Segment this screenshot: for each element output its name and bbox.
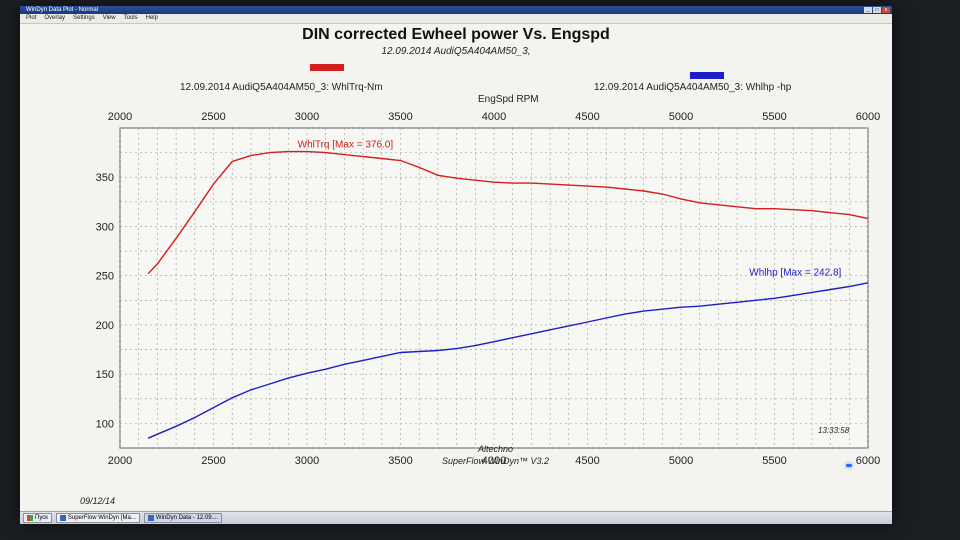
chart-title: DIN corrected Ewheel power Vs. Engspd bbox=[302, 26, 610, 43]
footer-software: SuperFlow WinDyn™ V3.2 bbox=[442, 456, 549, 466]
x-tick-label-top: 5500 bbox=[762, 111, 786, 123]
legend-swatch-power bbox=[690, 72, 724, 79]
x-tick-label-top: 5000 bbox=[669, 111, 693, 123]
series-max-annotation-whltrq: WhlTrq [Max = 376.0] bbox=[298, 140, 394, 151]
monitor-screen: WinDyn Data Plot - Normal _ □ x Plot Ove… bbox=[20, 6, 892, 524]
menu-overlay[interactable]: Overlay bbox=[44, 15, 66, 21]
y-tick-label: 300 bbox=[96, 221, 114, 233]
menu-settings[interactable]: Settings bbox=[73, 15, 95, 21]
app-icon bbox=[147, 515, 154, 521]
window-titlebar[interactable]: WinDyn Data Plot - Normal _ □ x bbox=[20, 6, 892, 14]
x-tick-label-bottom: 5000 bbox=[669, 455, 693, 467]
app-icon bbox=[59, 515, 66, 521]
x-tick-label-bottom: 2000 bbox=[108, 455, 132, 467]
close-button[interactable]: x bbox=[882, 7, 890, 13]
x-tick-label-bottom: 4500 bbox=[575, 455, 599, 467]
menu-plot[interactable]: Plot bbox=[26, 15, 37, 21]
menu-view[interactable]: View bbox=[102, 15, 116, 21]
y-tick-label: 100 bbox=[96, 418, 114, 430]
menu-tools[interactable]: Tools bbox=[123, 15, 138, 21]
legend-swatch-torque bbox=[310, 64, 344, 71]
window-controls: _ □ x bbox=[864, 7, 890, 13]
series-line-whlhp bbox=[147, 282, 869, 439]
legend-label-power: 12.09.2014 AudiQ5A404AM50_3: Whlhp -hp bbox=[594, 82, 792, 93]
y-tick-label: 350 bbox=[96, 172, 114, 184]
windows-logo-icon bbox=[27, 515, 33, 521]
x-tick-label-top: 2000 bbox=[108, 111, 132, 123]
y-tick-label: 200 bbox=[96, 320, 114, 332]
x-tick-label-top: 4000 bbox=[482, 111, 506, 123]
series-line-whltrq bbox=[147, 150, 869, 275]
x-tick-label-top: 3500 bbox=[388, 111, 412, 123]
taskbar-item-label: WinDyn Data - 12.09.... bbox=[155, 515, 219, 521]
taskbar-item-label: SuperFlow WinDyn [Ma... bbox=[67, 515, 136, 521]
menu-help[interactable]: Help bbox=[145, 15, 158, 21]
y-tick-label: 150 bbox=[96, 369, 114, 381]
power-led-icon bbox=[846, 464, 852, 467]
time-stamp: 13:33:58 bbox=[818, 426, 850, 435]
taskbar-item-data-plot[interactable]: WinDyn Data - 12.09.... bbox=[143, 513, 223, 523]
x-tick-label-bottom: 6000 bbox=[856, 455, 880, 467]
chart-subtitle: 12.09.2014 AudiQ5A404AM50_3, bbox=[381, 46, 531, 57]
start-button[interactable]: Пуск bbox=[23, 513, 52, 523]
window-title: WinDyn Data Plot - Normal bbox=[26, 7, 99, 13]
taskbar-item-windyn[interactable]: SuperFlow WinDyn [Ma... bbox=[55, 513, 140, 523]
x-tick-label-bottom: 2500 bbox=[201, 455, 225, 467]
minimize-button[interactable]: _ bbox=[864, 7, 872, 13]
x-tick-label-bottom: 4000 bbox=[482, 455, 506, 467]
footer-company: Altechno bbox=[478, 444, 514, 454]
menu-bar: Plot Overlay Settings View Tools Help bbox=[20, 14, 892, 24]
x-tick-label-top: 6000 bbox=[856, 111, 880, 123]
date-stamp: 09/12/14 bbox=[80, 496, 116, 506]
x-axis-title-top: EngSpd RPM bbox=[478, 94, 539, 105]
dyno-chart: 2000 2000 2500 2500 3000 3000 3500 3500 4000 4000… bbox=[96, 111, 881, 467]
x-tick-label-top: 3000 bbox=[295, 111, 319, 123]
taskbar: Пуск SuperFlow WinDyn [Ma... WinDyn Data… bbox=[20, 511, 892, 524]
x-tick-label-bottom: 3000 bbox=[295, 455, 319, 467]
start-label: Пуск bbox=[35, 515, 48, 521]
x-tick-label-top: 2500 bbox=[201, 111, 225, 123]
x-tick-label-top: 4500 bbox=[575, 111, 599, 123]
y-tick-label: 250 bbox=[96, 271, 114, 283]
x-tick-label-bottom: 3500 bbox=[388, 455, 412, 467]
system-tray bbox=[852, 514, 892, 522]
maximize-button[interactable]: □ bbox=[873, 7, 881, 13]
legend-label-torque: 12.09.2014 AudiQ5A404AM50_3: WhlTrq-Nm bbox=[180, 82, 383, 93]
plot-area: DIN corrected Ewheel power Vs. Engspd 12… bbox=[20, 24, 892, 512]
series-max-annotation-whlhp: Whlhp [Max = 242.8] bbox=[749, 268, 841, 279]
x-tick-label-bottom: 5500 bbox=[762, 455, 786, 467]
